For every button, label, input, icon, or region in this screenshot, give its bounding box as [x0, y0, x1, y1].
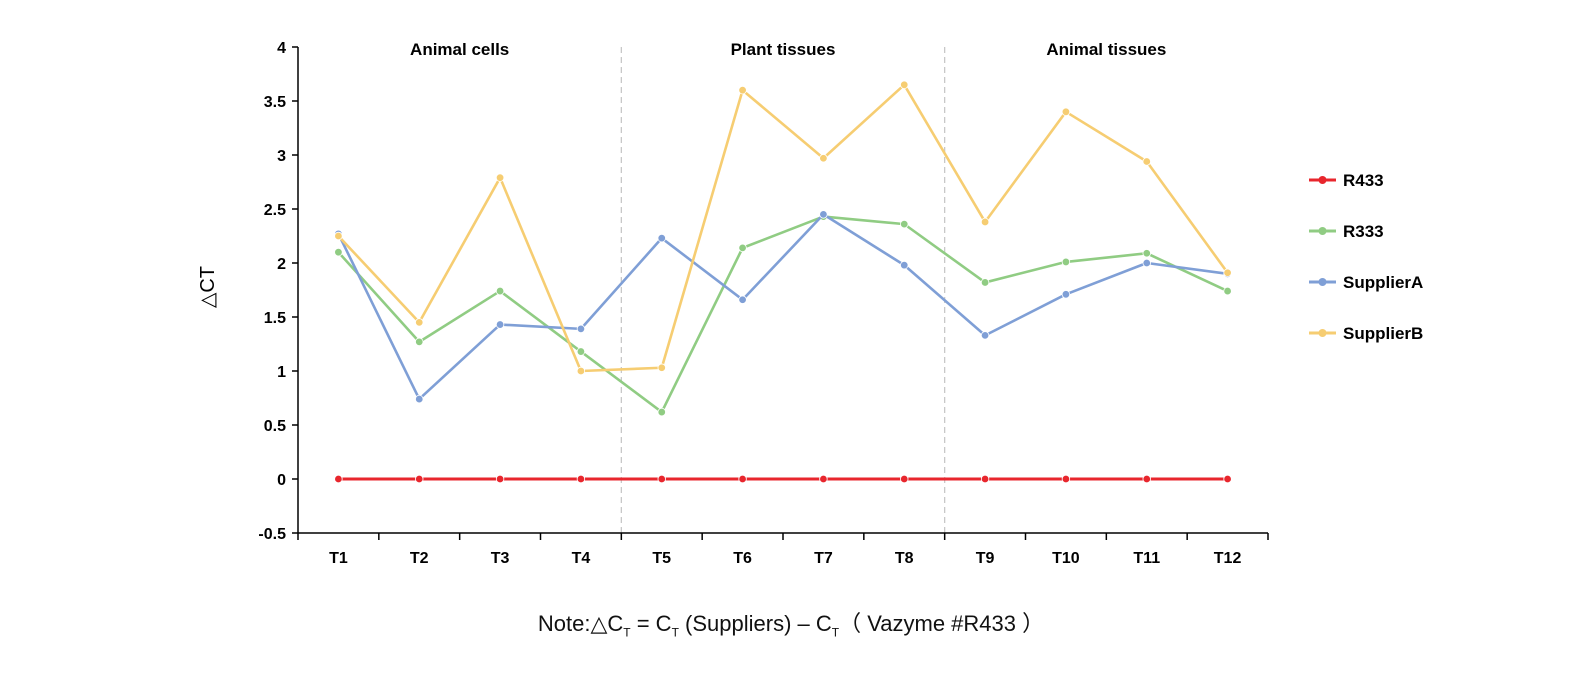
data-point-R433-T9: [980, 474, 990, 484]
note-mid: = C: [630, 611, 672, 636]
group-label: Plant tissues: [731, 40, 836, 59]
data-point-SupplierB-T9: [980, 217, 990, 227]
x-tick-label: T11: [1133, 550, 1160, 567]
data-point-R433-T7: [819, 474, 828, 484]
legend-swatch-marker: [1318, 329, 1327, 337]
y-tick-label: 0: [277, 472, 286, 489]
legend-swatch-marker: [1318, 227, 1327, 235]
data-point-SupplierB-T10: [1061, 107, 1071, 116]
x-tick-label: T9: [976, 550, 995, 567]
note-sub-2: T: [671, 625, 679, 640]
data-point-SupplierA-T4: [576, 324, 586, 334]
data-point-R333-T1: [334, 247, 343, 257]
y-tick-label: 4: [277, 40, 286, 57]
x-tick-label: T3: [491, 550, 510, 567]
series-line-R333: [337, 215, 1229, 414]
legend-label-R333: R333: [1343, 222, 1384, 241]
data-point-R433-T5: [657, 474, 666, 484]
data-point-SupplierB-T6: [738, 85, 747, 95]
data-point-R333-T8: [900, 219, 909, 229]
data-point-R433-T2: [415, 474, 424, 484]
y-tick-label: 2: [277, 256, 286, 273]
note-prefix: Note:: [537, 611, 591, 636]
data-point-SupplierB-T8: [900, 80, 909, 89]
data-point-SupplierB-T1: [334, 231, 343, 241]
note-suppliers: (Suppliers) – C: [678, 611, 832, 636]
legend-swatch-marker: [1318, 176, 1327, 184]
x-tick-label: T1: [329, 550, 348, 567]
x-tick-label: T8: [895, 550, 914, 567]
series-line-SupplierB: [337, 83, 1229, 373]
data-point-R433-T6: [738, 474, 747, 484]
data-point-R333-T12: [1223, 286, 1232, 296]
x-tick-label: T5: [652, 550, 671, 567]
data-point-R333-T2: [415, 337, 424, 347]
data-point-R333-T11: [1142, 249, 1151, 258]
data-point-R333-T4: [576, 347, 586, 356]
note-delta: △C: [590, 611, 624, 636]
data-point-SupplierB-T12: [1223, 268, 1232, 277]
data-point-R433-T8: [900, 474, 909, 484]
data-point-R333-T10: [1061, 257, 1071, 267]
data-point-SupplierB-T5: [657, 363, 666, 372]
y-tick-label: 3.5: [264, 94, 286, 111]
data-point-SupplierB-T4: [576, 366, 586, 376]
note-sub-3: T: [831, 625, 840, 640]
legend-label-R433: R433: [1343, 171, 1384, 190]
data-point-SupplierB-T3: [495, 173, 505, 182]
data-point-SupplierA-T5: [657, 233, 666, 243]
x-tick-label: T12: [1214, 550, 1242, 567]
x-tick-label: T4: [572, 550, 591, 567]
legend-label-SupplierB: SupplierB: [1343, 324, 1423, 343]
y-tick-label: 0.5: [264, 418, 286, 435]
note-sub-1: T: [623, 625, 631, 640]
data-point-SupplierA-T6: [738, 295, 747, 304]
data-point-R333-T3: [495, 286, 505, 296]
x-tick-label: T2: [410, 550, 429, 567]
data-point-SupplierB-T11: [1142, 157, 1151, 166]
group-label: Animal cells: [410, 40, 509, 59]
y-tick-label: 3: [277, 148, 286, 165]
data-point-SupplierA-T2: [415, 394, 424, 404]
data-point-SupplierA-T8: [900, 260, 909, 270]
data-point-R333-T9: [980, 278, 990, 287]
data-point-SupplierA-T9: [980, 331, 990, 340]
data-point-R333-T5: [657, 407, 666, 417]
x-tick-label: T7: [814, 550, 833, 567]
group-label: Animal tissues: [1046, 40, 1166, 59]
data-point-R433-T4: [576, 474, 586, 484]
data-point-SupplierA-T11: [1142, 258, 1151, 268]
axes: 4 3.5 3 2.5 2 1.5 1 0.5 0 -0.5 T1 T2 T3 T4 T5 T6 T7 T8 T9 T…: [197, 40, 1269, 567]
legend-swatch-marker: [1318, 278, 1327, 286]
data-point-SupplierB-T7: [819, 154, 828, 163]
data-point-SupplierA-T10: [1061, 290, 1071, 299]
x-tick-label: T10: [1052, 550, 1080, 567]
y-tick-label: 1.5: [264, 310, 286, 327]
legend: R433 R333 SupplierA SupplierB: [1309, 171, 1423, 343]
note-suffix: （ Vazyme #R433 ）: [839, 611, 1045, 636]
data-point-R333-T6: [738, 243, 747, 253]
plot-area: Animal cells Plant tissues Animal tissues: [334, 40, 1232, 533]
data-point-R433-T12: [1223, 474, 1232, 484]
y-tick-label: 1: [277, 364, 286, 381]
x-tick-label: T6: [733, 550, 752, 567]
y-tick-label: -0.5: [258, 526, 286, 543]
series-line-SupplierA: [337, 213, 1228, 401]
data-point-SupplierA-T7: [819, 210, 828, 219]
data-point-R433-T1: [334, 474, 343, 484]
data-point-SupplierB-T2: [415, 318, 424, 327]
data-point-R433-T10: [1061, 474, 1071, 484]
y-tick-label: 2.5: [264, 202, 286, 219]
footnote: Note:△CT = CT (Suppliers) – CT（ Vazyme #…: [0, 606, 1582, 639]
y-axis-label: △CT: [197, 266, 219, 308]
legend-label-SupplierA: SupplierA: [1343, 273, 1423, 292]
data-point-SupplierA-T3: [495, 320, 505, 329]
data-point-R433-T3: [495, 474, 505, 484]
data-point-R433-T11: [1142, 474, 1151, 484]
